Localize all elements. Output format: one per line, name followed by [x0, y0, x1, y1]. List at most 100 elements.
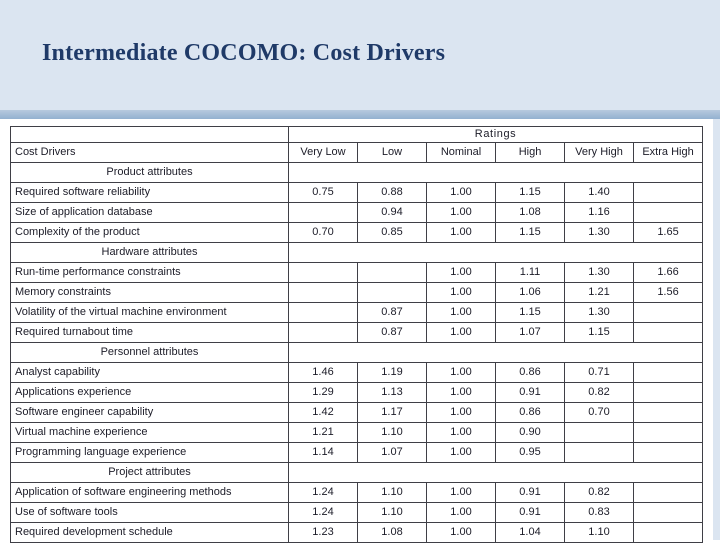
table-row: Run-time performance constraints 1.00 1.11…: [10, 261, 704, 283]
cost-driver-label: Required software reliability: [10, 181, 289, 203]
rating-value: 1.15: [564, 321, 634, 343]
section-row: Product attributes: [10, 161, 704, 183]
cost-driver-label: Volatility of the virtual machine enviro…: [10, 301, 289, 323]
rating-value: 1.29: [288, 381, 358, 403]
table-row: Virtual machine experience 1.21 1.10 1.00 0.…: [10, 421, 704, 443]
table-row: Memory constraints 1.00 1.06 1.21 1.56: [10, 281, 704, 303]
rating-value: 1.10: [357, 501, 427, 523]
rating-value: 1.23: [288, 521, 358, 543]
cost-driver-label: Required development schedule: [10, 521, 289, 543]
rating-value: 1.14: [288, 441, 358, 463]
column-header: Low: [357, 141, 427, 163]
rating-value: 0.75: [288, 181, 358, 203]
rating-value: [564, 421, 634, 443]
rating-value: 1.15: [495, 181, 565, 203]
section-spacer: [287, 241, 704, 263]
table-row: Analyst capability 1.46 1.19 1.00 0.86 0.71: [10, 361, 704, 383]
section-spacer: [287, 461, 704, 483]
rating-value: 1.65: [632, 221, 704, 243]
cost-driver-label: Software engineer capability: [10, 401, 289, 423]
rating-value: 0.88: [357, 181, 427, 203]
column-header: Extra High: [632, 141, 704, 163]
section-header: Project attributes: [10, 461, 289, 483]
table-row: Required development schedule 1.23 1.08 1.0…: [10, 521, 704, 543]
rating-value: [632, 521, 704, 543]
right-edge-strip: [713, 119, 720, 540]
cost-driver-label: Virtual machine experience: [10, 421, 289, 443]
rating-value: 1.00: [426, 361, 496, 383]
rating-value: 1.24: [288, 481, 358, 503]
table-row: Programming language experience 1.14 1.07 1…: [10, 441, 704, 463]
rating-value: [632, 301, 704, 323]
rating-value: 1.19: [357, 361, 427, 383]
cost-driver-label: Memory constraints: [10, 281, 289, 303]
rating-value: 1.00: [426, 421, 496, 443]
rating-value: 1.13: [357, 381, 427, 403]
rating-value: [632, 201, 704, 223]
rating-value: 1.30: [564, 221, 634, 243]
section-spacer: [287, 341, 704, 363]
table-row: Complexity of the product 0.70 0.85 1.00 1.1…: [10, 221, 704, 243]
rating-value: 0.86: [495, 361, 565, 383]
rating-value: 1.10: [357, 421, 427, 443]
rating-value: 1.00: [426, 181, 496, 203]
section-row: Project attributes: [10, 461, 704, 483]
column-header: Nominal: [426, 141, 496, 163]
rating-value: 1.56: [632, 281, 704, 303]
rating-value: 1.30: [564, 261, 634, 283]
rating-value: 1.00: [426, 481, 496, 503]
rating-value: 0.91: [495, 481, 565, 503]
rating-value: 0.70: [288, 221, 358, 243]
rating-value: [632, 441, 704, 463]
rating-value: 1.08: [357, 521, 427, 543]
rating-value: 1.04: [495, 521, 565, 543]
section-row: Personnel attributes: [10, 341, 704, 363]
cost-driver-label: Size of application database: [10, 201, 289, 223]
rating-value: 1.17: [357, 401, 427, 423]
rating-value: 0.85: [357, 221, 427, 243]
rating-value: 1.00: [426, 221, 496, 243]
table-row: Required software reliability 0.75 0.88 1.0…: [10, 181, 704, 203]
column-header: Very Low: [288, 141, 358, 163]
rating-value: [357, 281, 427, 303]
rating-value: 1.07: [495, 321, 565, 343]
slide-title: Intermediate COCOMO: Cost Drivers: [42, 40, 446, 66]
rating-value: [288, 281, 358, 303]
table-row: Use of software tools 1.24 1.10 1.00 0.91 0.8…: [10, 501, 704, 523]
cost-driver-label: Run-time performance constraints: [10, 261, 289, 283]
rating-value: [632, 401, 704, 423]
rating-value: 1.11: [495, 261, 565, 283]
rating-value: 0.94: [357, 201, 427, 223]
cost-driver-label: Application of software engineering meth…: [10, 481, 289, 503]
rating-value: 1.40: [564, 181, 634, 203]
rating-value: 0.90: [495, 421, 565, 443]
rating-value: [288, 201, 358, 223]
blank-corner-cell: [10, 126, 289, 143]
cost-driver-label: Use of software tools: [10, 501, 289, 523]
ratings-header: Ratings: [287, 126, 704, 143]
rating-value: 1.00: [426, 501, 496, 523]
rating-value: 1.21: [288, 421, 358, 443]
rating-value: 1.00: [426, 381, 496, 403]
rating-value: 0.87: [357, 321, 427, 343]
rating-value: 1.00: [426, 301, 496, 323]
cost-driver-label: Complexity of the product: [10, 221, 289, 243]
rating-value: 1.00: [426, 401, 496, 423]
divider-band: [0, 110, 720, 119]
rating-value: 1.15: [495, 301, 565, 323]
section-header: Hardware attributes: [10, 241, 289, 263]
rating-value: 1.00: [426, 521, 496, 543]
column-header: Cost Drivers: [10, 141, 289, 163]
rating-value: [632, 181, 704, 203]
rating-value: [632, 421, 704, 443]
cost-driver-label: Programming language experience: [10, 441, 289, 463]
rating-value: 1.30: [564, 301, 634, 323]
rating-value: 1.07: [357, 441, 427, 463]
rating-value: [564, 441, 634, 463]
rating-value: 0.91: [495, 501, 565, 523]
rating-value: 0.82: [564, 481, 634, 503]
rating-value: 1.46: [288, 361, 358, 383]
rating-value: 0.95: [495, 441, 565, 463]
rating-value: [632, 501, 704, 523]
slide-header-band: Intermediate COCOMO: Cost Drivers: [0, 0, 720, 110]
